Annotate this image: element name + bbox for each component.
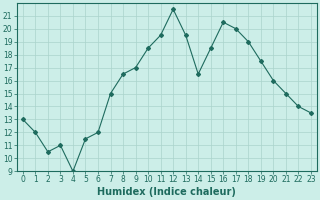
X-axis label: Humidex (Indice chaleur): Humidex (Indice chaleur): [98, 187, 236, 197]
